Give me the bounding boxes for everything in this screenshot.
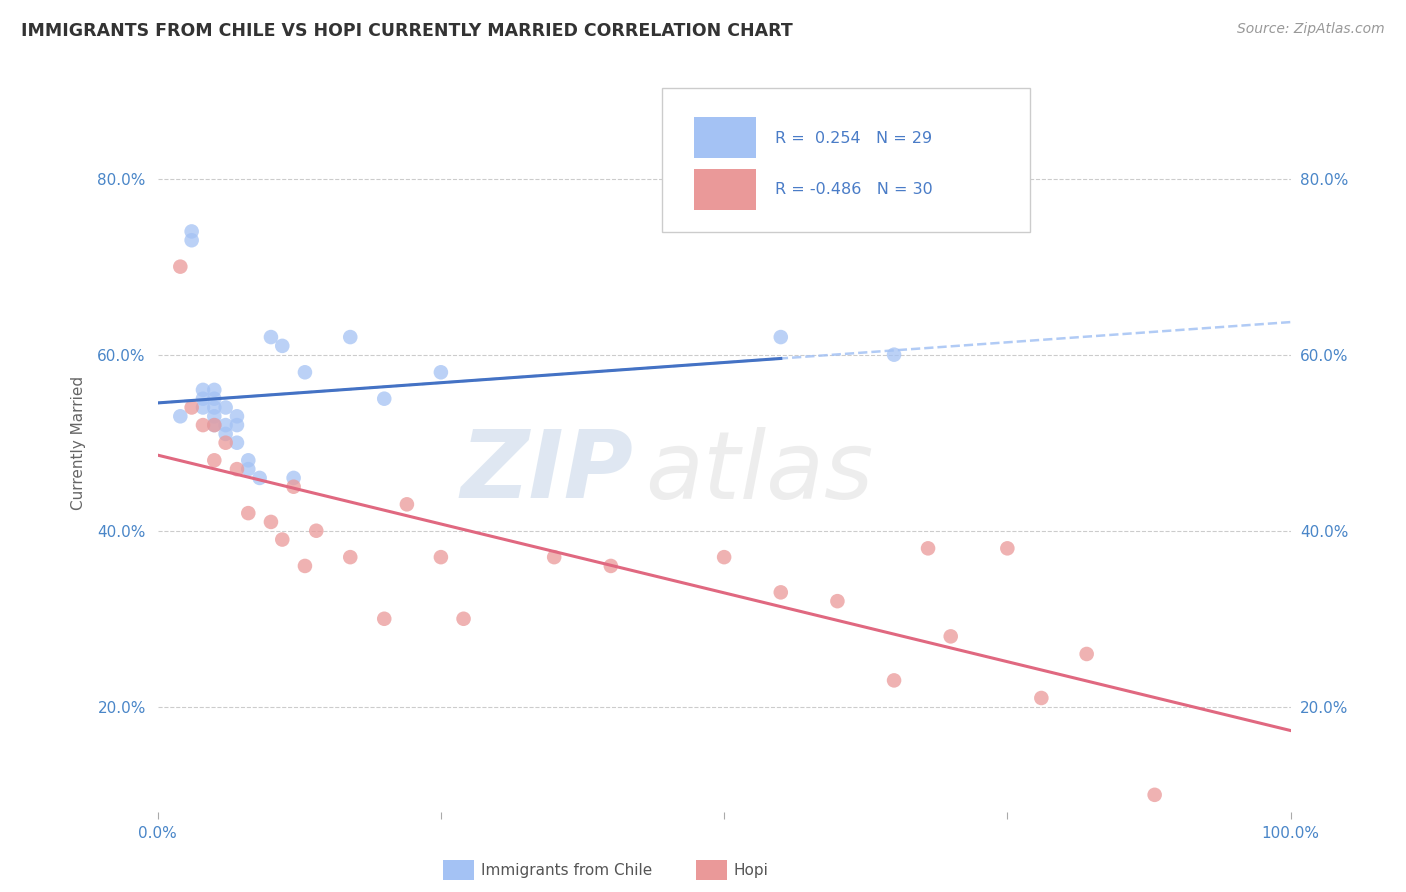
Point (191, 383, 214, 397)
Point (1031, 691, 1053, 706)
Point (191, 418, 214, 433)
Point (202, 453, 225, 467)
Point (260, 330, 283, 344)
FancyBboxPatch shape (693, 169, 756, 210)
Point (226, 418, 249, 433)
Point (226, 462, 249, 476)
Point (294, 365, 316, 379)
Point (271, 339, 294, 353)
Point (260, 515, 283, 529)
Point (1143, 788, 1166, 802)
Point (271, 533, 294, 547)
Point (883, 348, 905, 362)
Point (191, 401, 214, 415)
Point (283, 480, 305, 494)
FancyBboxPatch shape (662, 87, 1031, 232)
Text: R = -0.486   N = 30: R = -0.486 N = 30 (775, 182, 932, 197)
Point (430, 550, 453, 565)
Point (395, 497, 418, 511)
Point (202, 383, 225, 397)
Point (769, 585, 792, 599)
Point (202, 401, 225, 415)
Point (202, 392, 225, 406)
Point (180, 224, 202, 238)
Point (238, 506, 260, 520)
Text: Source: ZipAtlas.com: Source: ZipAtlas.com (1237, 22, 1385, 37)
Point (939, 629, 962, 643)
Point (226, 435, 249, 450)
Point (226, 409, 249, 424)
Point (883, 673, 905, 688)
Point (373, 392, 395, 406)
Text: ZIP: ZIP (461, 426, 634, 518)
Point (180, 401, 202, 415)
Point (238, 462, 260, 476)
Point (283, 471, 305, 485)
Point (202, 409, 225, 424)
Point (599, 558, 621, 573)
Point (1076, 647, 1098, 661)
Text: IMMIGRANTS FROM CHILE VS HOPI CURRENTLY MARRIED CORRELATION CHART: IMMIGRANTS FROM CHILE VS HOPI CURRENTLY … (21, 22, 793, 40)
Point (202, 418, 225, 433)
Point (769, 330, 792, 344)
Point (214, 426, 236, 441)
Point (713, 550, 735, 565)
Point (339, 330, 361, 344)
Point (995, 541, 1018, 556)
Point (339, 550, 361, 565)
Point (827, 594, 849, 608)
Point (249, 471, 271, 485)
Point (169, 409, 191, 424)
Point (543, 550, 565, 565)
Point (917, 541, 939, 556)
Point (305, 524, 328, 538)
Point (191, 392, 214, 406)
Text: atlas: atlas (645, 426, 873, 517)
Point (214, 418, 236, 433)
Text: R =  0.254   N = 29: R = 0.254 N = 29 (775, 130, 932, 145)
Text: Immigrants from Chile: Immigrants from Chile (481, 863, 652, 878)
Point (294, 558, 316, 573)
Point (169, 260, 191, 274)
Point (180, 233, 202, 247)
Point (373, 612, 395, 626)
Text: Hopi: Hopi (734, 863, 769, 878)
Point (202, 418, 225, 433)
Point (430, 365, 453, 379)
Y-axis label: Currently Married: Currently Married (72, 376, 86, 509)
Point (453, 612, 475, 626)
FancyBboxPatch shape (693, 118, 756, 158)
Point (214, 435, 236, 450)
Point (238, 453, 260, 467)
Point (214, 401, 236, 415)
